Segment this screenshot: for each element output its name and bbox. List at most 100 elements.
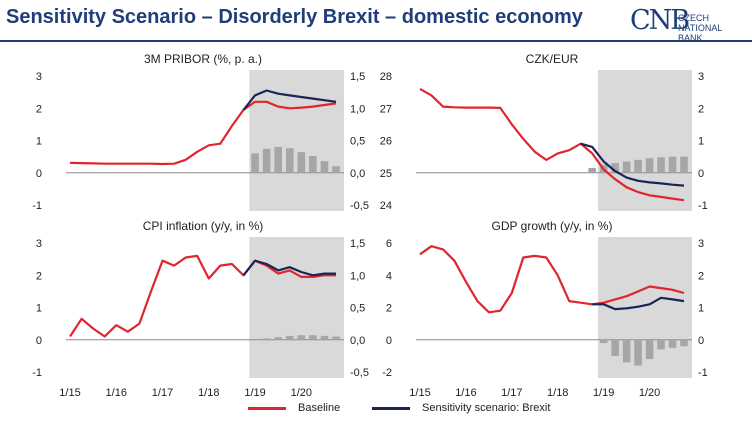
baseline-series-line <box>69 100 337 166</box>
cnb-logo-text: CZECH NATIONAL BANK <box>678 13 748 43</box>
x-tick-label: 1/15 <box>409 387 430 399</box>
difference-bar <box>657 157 665 173</box>
difference-bar <box>634 339 642 366</box>
difference-bar <box>285 335 294 340</box>
x-tick-label: 1/16 <box>106 387 127 399</box>
difference-bar <box>668 156 677 173</box>
right-tick-label: -0,5 <box>350 200 369 212</box>
difference-bar <box>611 163 619 173</box>
right-tick-label: 1,0 <box>350 270 365 282</box>
left-tick-label: 27 <box>380 103 392 115</box>
right-tick-label: 0,5 <box>350 303 365 315</box>
left-tick-label: -1 <box>32 200 42 212</box>
cnb-logo-mark: CNB <box>630 5 690 36</box>
panel-title-2: CPI inflation (y/y, in %) <box>143 219 263 233</box>
left-tick-label: 28 <box>380 71 392 83</box>
right-tick-label: 0,0 <box>350 168 365 180</box>
title-rule <box>0 40 752 42</box>
left-tick-label: 3 <box>36 71 42 83</box>
difference-bar <box>297 152 306 173</box>
scenario-series-line <box>592 296 685 311</box>
right-tick-label: 3 <box>698 71 704 83</box>
difference-bar <box>251 153 259 173</box>
left-tick-label: 24 <box>380 200 392 212</box>
left-tick-label: 1 <box>36 303 42 315</box>
right-tick-label: -0,5 <box>350 367 369 379</box>
difference-bar <box>332 336 340 340</box>
x-tick-label: 1/17 <box>152 387 173 399</box>
forecast-shade-2 <box>249 237 344 378</box>
legend-item-scenario: Sensitivity scenario: Brexit <box>372 402 550 414</box>
right-tick-label: 1,5 <box>350 71 365 83</box>
right-tick-label: 0 <box>698 168 704 180</box>
left-tick-label: 25 <box>380 168 392 180</box>
x-tick-label: 1/18 <box>547 387 568 399</box>
panel-title-3: GDP growth (y/y, in %) <box>492 219 613 233</box>
difference-bar <box>320 161 329 173</box>
baseline-series-line <box>69 254 336 338</box>
difference-bar <box>634 159 642 173</box>
right-tick-label: 1,0 <box>350 103 365 115</box>
forecast-shade-0 <box>249 70 344 211</box>
x-tick-label: 1/19 <box>244 387 265 399</box>
left-tick-label: 2 <box>386 303 392 315</box>
right-tick-label: 0 <box>698 335 704 347</box>
left-tick-label: 6 <box>386 238 392 250</box>
baseline-series-line <box>419 245 685 314</box>
difference-bar <box>645 339 654 360</box>
difference-bar <box>657 339 665 350</box>
x-tick-label: 1/20 <box>639 387 660 399</box>
difference-bar <box>320 335 329 340</box>
legend-item-baseline: Baseline <box>248 402 340 414</box>
difference-bar <box>599 339 608 343</box>
panel-title-1: CZK/EUR <box>526 52 579 66</box>
right-tick-label: 0,0 <box>350 335 365 347</box>
x-tick-label: 1/20 <box>291 387 312 399</box>
left-tick-label: 26 <box>380 136 392 148</box>
right-tick-label: 1 <box>698 303 704 315</box>
left-tick-label: -1 <box>32 367 42 379</box>
right-tick-label: 2 <box>698 270 704 282</box>
right-tick-label: 2 <box>698 103 704 115</box>
logo-line-national-bank: NATIONAL BANK <box>678 23 723 43</box>
right-tick-label: 1,5 <box>350 238 365 250</box>
x-tick-label: 1/16 <box>455 387 476 399</box>
forecast-shade-1 <box>597 70 692 211</box>
legend-label-scenario: Sensitivity scenario: Brexit <box>422 402 551 414</box>
difference-bar <box>332 166 340 173</box>
scenario-series-line <box>242 259 336 277</box>
legend-swatch-baseline <box>248 406 286 410</box>
difference-bar <box>309 335 317 340</box>
logo-line-czech: CZECH <box>678 13 709 23</box>
x-tick-label: 1/18 <box>198 387 219 399</box>
difference-bar <box>622 339 631 363</box>
right-tick-label: -1 <box>698 367 708 379</box>
difference-bar <box>262 338 271 340</box>
difference-bar <box>309 155 317 173</box>
scenario-series-line <box>580 142 685 187</box>
right-tick-label: 0,5 <box>350 136 365 148</box>
difference-bar <box>297 335 306 340</box>
difference-bar <box>680 339 688 347</box>
difference-bar <box>680 156 688 173</box>
legend-swatch-scenario <box>372 406 410 410</box>
legend-label-baseline: Baseline <box>298 402 341 414</box>
difference-bar <box>668 339 677 348</box>
cnb-logo: CNB CZECH NATIONAL BANK <box>630 5 748 43</box>
left-tick-label: 4 <box>386 270 392 282</box>
difference-bar <box>274 146 282 173</box>
difference-bar <box>274 337 282 340</box>
x-tick-label: 1/15 <box>59 387 80 399</box>
difference-bar <box>645 158 654 173</box>
left-tick-label: -2 <box>382 367 392 379</box>
difference-bar <box>285 148 294 173</box>
difference-bar <box>622 161 631 173</box>
left-tick-label: 1 <box>36 136 42 148</box>
left-tick-label: 2 <box>36 270 42 282</box>
right-tick-label: -1 <box>698 200 708 212</box>
difference-bar <box>611 339 619 356</box>
difference-bar <box>251 339 259 340</box>
right-tick-label: 1 <box>698 136 704 148</box>
difference-bar <box>588 167 596 173</box>
panel-title-0: 3M PRIBOR (%, p. a.) <box>144 52 262 66</box>
